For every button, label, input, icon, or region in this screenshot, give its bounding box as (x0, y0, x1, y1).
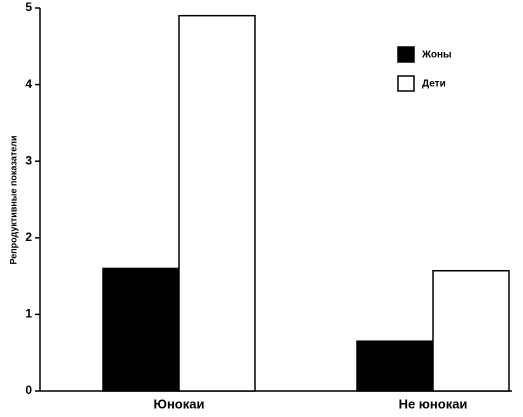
x-tick-label: Не юнокаи (399, 396, 468, 411)
legend-swatch (397, 46, 415, 63)
y-tick-label: 4 (25, 77, 32, 91)
y-axis-label: Репродуктивные показатели (8, 135, 18, 264)
bar (356, 340, 434, 392)
legend-label: Дети (422, 79, 446, 90)
y-tick-label: 1 (25, 307, 32, 321)
legend-label: Жоны (421, 50, 452, 61)
bar (178, 14, 256, 392)
legend-swatch (397, 75, 415, 92)
y-tick-label: 0 (25, 383, 32, 397)
y-tick-label: 3 (25, 153, 32, 167)
bar (432, 269, 510, 392)
x-tick-label: Юнокаи (154, 396, 205, 411)
bar (102, 267, 180, 392)
y-tick-label: 2 (25, 230, 32, 244)
y-tick-label: 5 (25, 0, 32, 14)
